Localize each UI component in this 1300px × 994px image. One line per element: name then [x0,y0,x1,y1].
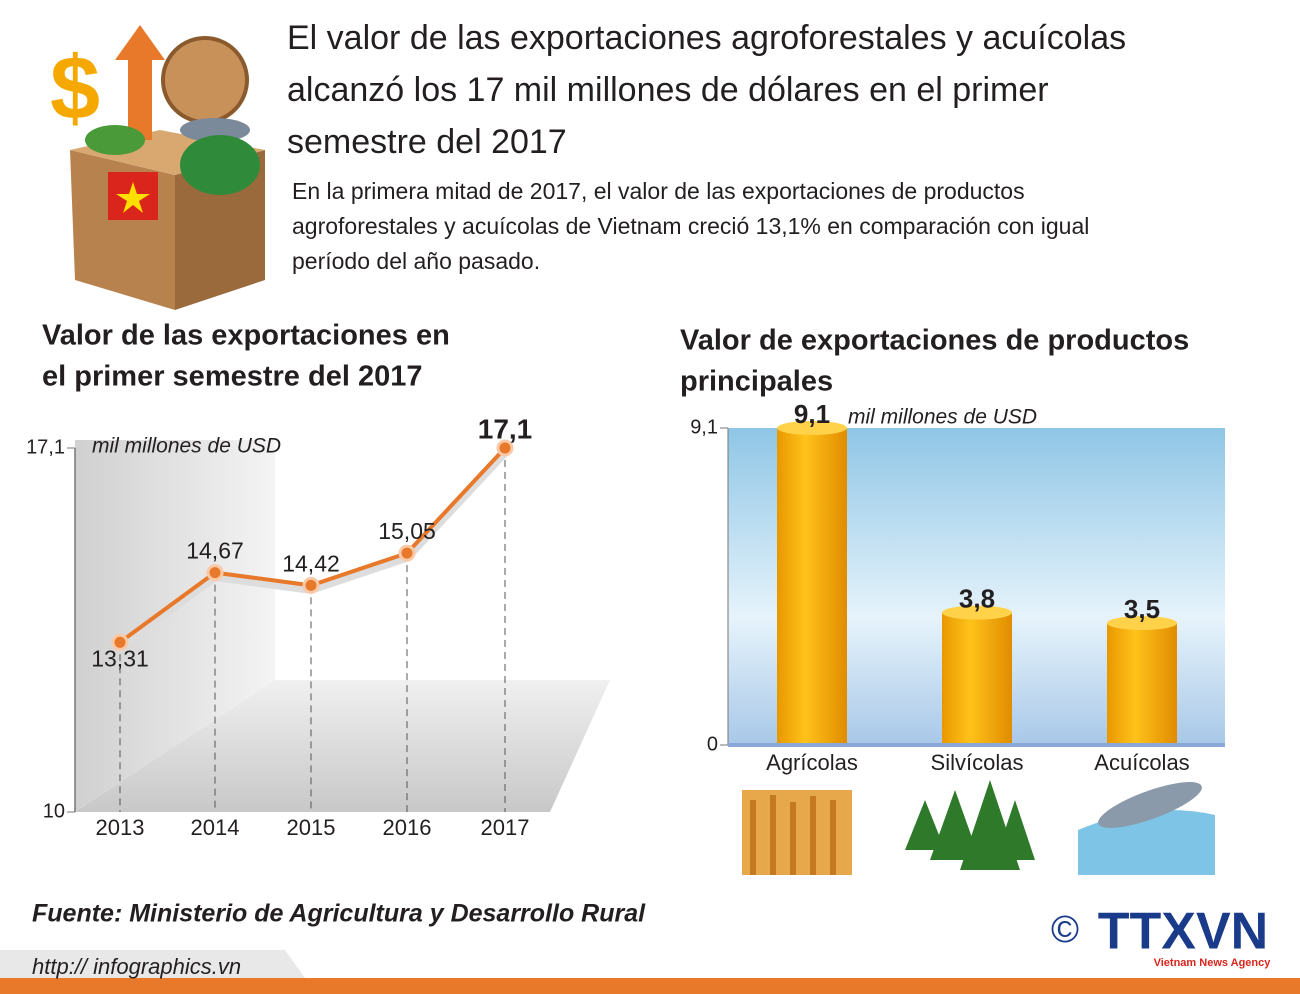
bar [942,612,1012,745]
subtitle-line: agroforestales y acuícolas de Vietnam cr… [292,213,1089,239]
x-tick-label: 2013 [96,815,145,840]
bar-top [942,605,1012,620]
copyright: © [1051,909,1079,951]
value-label: 13,31 [91,645,149,671]
y-tick-label: 0 [707,733,718,755]
y-tick-label: 17,1 [26,436,65,458]
value-label: 3,5 [1124,594,1160,624]
x-tick-label: 2017 [481,815,530,840]
point [206,564,224,582]
logo-subtitle: Vietnam News Agency [1154,957,1272,969]
point [111,633,129,651]
value-label: 9,1 [794,399,830,429]
bar-top [1107,616,1177,631]
x-tick-label: 2016 [383,815,432,840]
chart-title: el primer semestre del 2017 [42,361,422,393]
url: http:// infographics.vn [32,954,241,979]
x-tick-label: Agrícolas [766,750,858,775]
chart-title: Valor de exportaciones de productos [680,325,1189,357]
point [302,576,320,594]
baseline [728,743,1225,747]
box-illustration: $ [50,25,265,310]
y-tick-label: 9,1 [690,416,718,438]
title-line: El valor de las exportaciones agroforest… [287,19,1126,57]
title-line: semestre del 2017 [287,123,567,161]
chart-title: Valor de las exportaciones en [42,320,450,352]
unit-label: mil millones de USD [848,406,1037,429]
bar-top [777,421,847,435]
x-tick-label: 2014 [191,815,240,840]
svg-text:$: $ [50,39,100,139]
footer-bar [0,978,1300,994]
point [496,439,514,457]
title-line: alcanzó los 17 mil millones de dólares e… [287,71,1049,109]
value-label: 17,1 [478,413,533,444]
value-label: 3,8 [959,584,995,614]
url-tab [0,950,305,978]
value-label: 15,05 [378,518,436,544]
subtitle-line: En la primera mitad de 2017, el valor de… [292,178,1025,204]
x-tick-label: Silvícolas [931,750,1024,775]
value-label: 14,42 [282,550,340,576]
bar [777,428,847,745]
category-icons [742,780,1215,875]
logo: TTXVN [1098,903,1268,961]
source: Fuente: Ministerio de Agricultura y Desa… [32,900,646,928]
chart-backdrop [75,440,610,812]
bar [1107,623,1177,745]
unit-label: mil millones de USD [92,435,281,458]
x-tick-label: Acuícolas [1094,750,1189,775]
value-label: 14,67 [186,538,244,564]
point [398,544,416,562]
x-tick-label: 2015 [287,815,336,840]
y-tick-label: 10 [43,800,65,822]
subtitle-line: período del año pasado. [292,248,540,274]
chart-title: principales [680,366,833,398]
